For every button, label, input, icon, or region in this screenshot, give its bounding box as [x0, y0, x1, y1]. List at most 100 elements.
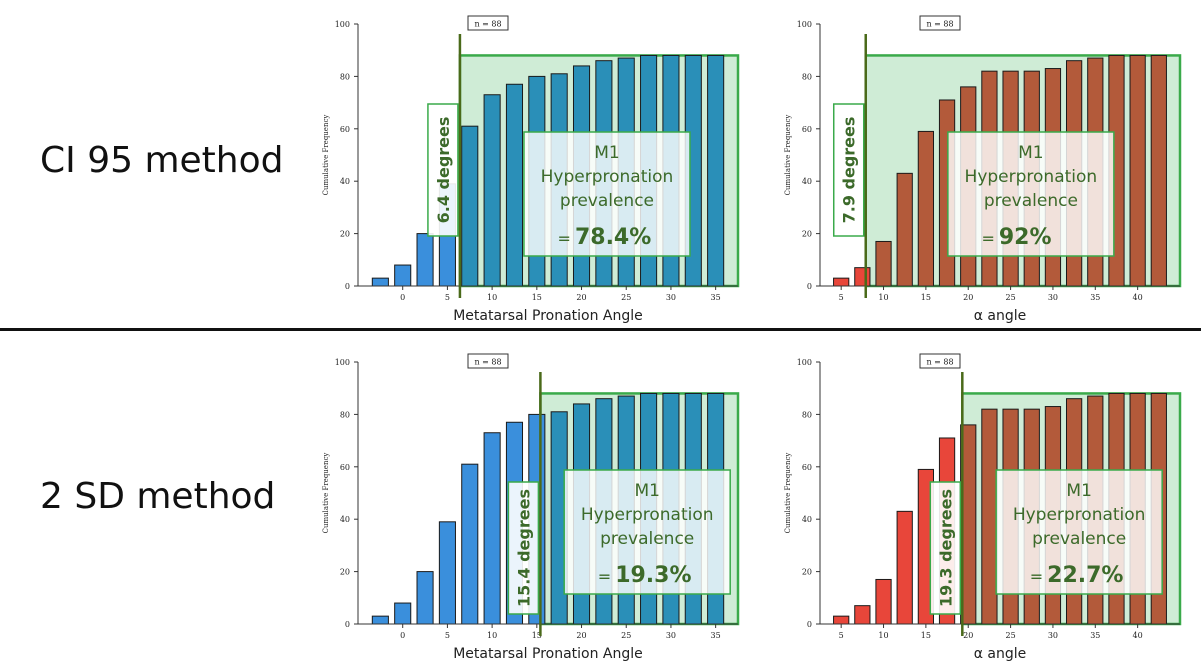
- prevalence-prefix: =: [1030, 567, 1043, 586]
- y-tick-label: 0: [345, 620, 350, 629]
- prevalence-line: Hyperpronation: [541, 167, 674, 187]
- chart-mpa-2sd: 0 20 40 60 80 100 0 5 10 15 20 25 30 35 Cumulative Fre…: [322, 353, 740, 662]
- x-tick-label: 0: [400, 293, 405, 302]
- bar: [461, 125, 479, 287]
- prevalence-box: [947, 131, 1115, 257]
- x-tick-label: 5: [445, 631, 450, 640]
- prevalence-line: M1: [634, 481, 659, 501]
- y-axis-label: Cumulative Frequency: [784, 453, 792, 534]
- threshold-label: 6.4 degrees: [434, 117, 453, 224]
- x-tick-label: 15: [921, 293, 931, 302]
- bar: [505, 83, 524, 287]
- n-label: n = 88: [926, 20, 953, 29]
- bar: [917, 130, 935, 287]
- prevalence-prefix: =: [558, 229, 571, 248]
- prevalence-prefix: =: [981, 229, 994, 248]
- n-label-box: [919, 15, 961, 31]
- n-label-box: [919, 353, 961, 369]
- x-tick-label: 25: [621, 631, 631, 640]
- x-axis-label: α angle: [974, 308, 1027, 324]
- y-tick-label: 100: [335, 358, 350, 367]
- y-tick-label: 40: [802, 177, 812, 186]
- x-tick-label: 20: [576, 293, 586, 302]
- chart-mpa-ci95: 0 20 40 60 80 100 0 5 10 15 20 25 30 35 Cumulative Fre…: [322, 15, 740, 324]
- n-label-box: [467, 15, 509, 31]
- x-tick-label: 10: [487, 631, 497, 640]
- bar: [896, 510, 913, 625]
- y-tick-label: 20: [340, 568, 350, 577]
- prevalence-box: [563, 469, 731, 595]
- bar: [394, 264, 412, 287]
- bar: [416, 233, 434, 287]
- prevalence-value: 19.3%: [615, 563, 691, 588]
- threshold-label: 19.3 degrees: [936, 489, 955, 607]
- bar: [875, 240, 892, 287]
- y-tick-label: 20: [802, 230, 812, 239]
- x-tick-label: 15: [532, 631, 542, 640]
- bar: [483, 432, 501, 625]
- y-axis-label: Cumulative Frequency: [784, 115, 792, 196]
- x-tick-label: 30: [666, 293, 676, 302]
- x-tick-label: 15: [921, 631, 931, 640]
- x-tick-label: 10: [487, 293, 497, 302]
- bar: [1129, 54, 1146, 287]
- bar: [394, 602, 412, 625]
- bar: [461, 463, 479, 625]
- chart-alpha-ci95: 0 20 40 60 80 100 5 10 15 20 25 30 35 40 Cumulative Fr…: [784, 15, 1182, 324]
- y-axis-label: Cumulative Frequency: [322, 115, 330, 196]
- prevalence-line: Hyperpronation: [581, 505, 714, 525]
- bar: [875, 578, 892, 625]
- y-tick-label: 100: [797, 358, 812, 367]
- y-tick-label: 100: [335, 20, 350, 29]
- bar: [707, 54, 725, 287]
- y-tick-label: 0: [807, 282, 812, 291]
- x-tick-label: 40: [1133, 293, 1143, 302]
- x-tick-label: 40: [1133, 631, 1143, 640]
- prevalence-box: [523, 131, 691, 257]
- x-tick-label: 25: [1005, 293, 1015, 302]
- x-tick-label: 35: [1090, 293, 1100, 302]
- threshold-label-box: [507, 481, 540, 615]
- x-tick-label: 25: [1005, 631, 1015, 640]
- y-tick-label: 20: [340, 230, 350, 239]
- bar: [371, 615, 389, 625]
- x-tick-label: 20: [963, 293, 973, 302]
- x-axis-label: Metatarsal Pronation Angle: [453, 308, 643, 324]
- bar: [438, 521, 456, 625]
- y-tick-label: 100: [797, 20, 812, 29]
- x-tick-label: 5: [445, 293, 450, 302]
- threshold-label: 7.9 degrees: [840, 117, 859, 224]
- y-tick-label: 0: [807, 620, 812, 629]
- prevalence-line: M1: [1018, 143, 1043, 163]
- row-label-ci95: CI 95 method: [40, 140, 284, 181]
- y-tick-label: 60: [802, 463, 812, 472]
- x-tick-label: 30: [1048, 631, 1058, 640]
- bar: [371, 277, 389, 287]
- prevalence-line: M1: [594, 143, 619, 163]
- x-tick-label: 5: [839, 631, 844, 640]
- y-tick-label: 60: [802, 125, 812, 134]
- y-tick-label: 80: [340, 72, 350, 81]
- x-axis-label: Metatarsal Pronation Angle: [453, 646, 643, 662]
- threshold-label: 15.4 degrees: [514, 489, 533, 607]
- x-tick-label: 15: [532, 293, 542, 302]
- prevalence-line: prevalence: [984, 191, 1078, 211]
- x-tick-label: 10: [878, 293, 888, 302]
- y-tick-label: 60: [340, 125, 350, 134]
- y-tick-label: 80: [340, 410, 350, 419]
- x-tick-label: 0: [400, 631, 405, 640]
- x-tick-label: 35: [1090, 631, 1100, 640]
- n-label-box: [467, 353, 509, 369]
- bar: [896, 172, 913, 287]
- bar: [854, 267, 871, 287]
- prevalence-value: 22.7%: [1047, 563, 1123, 588]
- threshold-label-box: [929, 481, 962, 615]
- n-label: n = 88: [926, 358, 953, 367]
- prevalence-prefix: =: [598, 567, 611, 586]
- prevalence-line: Hyperpronation: [965, 167, 1098, 187]
- prevalence-line: prevalence: [560, 191, 654, 211]
- y-tick-label: 80: [802, 410, 812, 419]
- threshold-label-box: [427, 103, 459, 237]
- bar: [854, 605, 871, 625]
- y-tick-label: 0: [345, 282, 350, 291]
